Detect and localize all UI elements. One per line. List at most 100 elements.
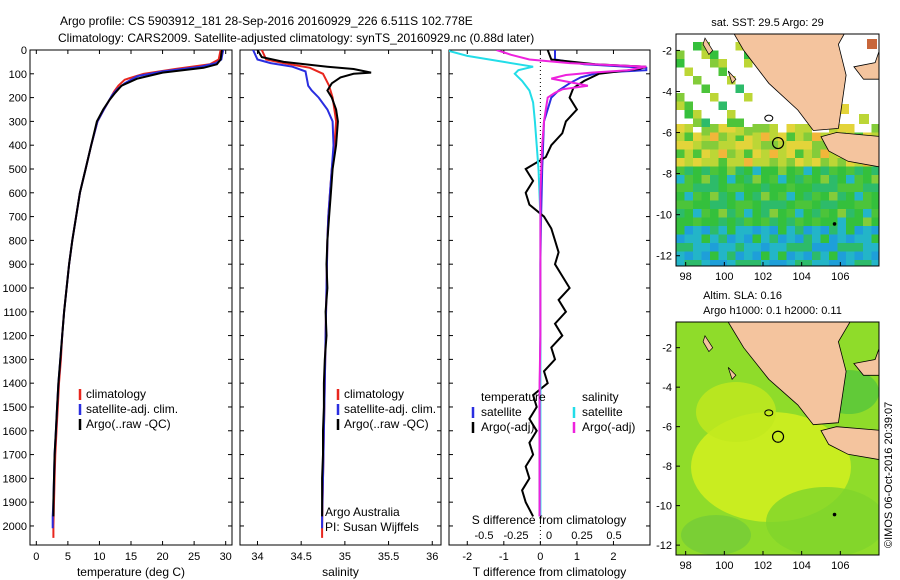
sst-pixel (701, 217, 710, 226)
sst-pixel (812, 243, 821, 252)
sst-pixel (820, 166, 829, 175)
sst-pixel (693, 234, 702, 243)
sst-pixel (676, 50, 685, 59)
sst-pixel (829, 166, 838, 175)
sst-pixel (859, 114, 869, 124)
sst-pixel (727, 110, 736, 119)
sst-pixel (803, 226, 812, 235)
sst-pixel (778, 234, 787, 243)
sst-pixel (803, 251, 812, 260)
sst-pixel (727, 183, 736, 192)
sst-pixel (710, 192, 719, 201)
sst-pixel (837, 217, 846, 226)
land-christmas-island (832, 222, 837, 226)
land-java (820, 132, 879, 168)
sst-pixel (786, 192, 795, 201)
sst-pixel (837, 226, 846, 235)
sst-pixel (684, 234, 693, 243)
sst-pixel (812, 175, 821, 184)
sst-pixel (829, 192, 838, 201)
sst-pixel (676, 132, 685, 141)
sst-pixel (744, 209, 753, 218)
sst-pixel (752, 149, 761, 158)
sst-pixel (795, 192, 804, 201)
sst-pixel (718, 124, 727, 133)
sst-pixel (710, 183, 719, 192)
y-tick-label: -4 (662, 86, 672, 98)
x-tick-label: 106 (831, 560, 849, 572)
series-line-3 (496, 50, 647, 517)
sst-pixel (795, 200, 804, 209)
sst-pixel (761, 175, 770, 184)
sst-pixel (871, 251, 879, 260)
sst-pixel (837, 183, 846, 192)
sst-pixel (829, 158, 838, 167)
x-axis-label: salinity (322, 565, 359, 579)
sst-pixel (693, 76, 702, 85)
y-tick-label: 1700 (3, 450, 27, 462)
sst-pixel (752, 192, 761, 201)
annotation-argo-australia: Argo Australia (325, 505, 400, 519)
sst-pixel (863, 192, 872, 201)
y-tick-label: -6 (662, 128, 672, 140)
sst-pixel (684, 251, 693, 260)
sst-pixel (710, 93, 719, 102)
sst-pixel (684, 149, 693, 158)
sst-pixel (778, 175, 787, 184)
sst-pixel (803, 175, 812, 184)
sst-pixel (778, 226, 787, 235)
sst-pixel (727, 226, 736, 235)
sst-pixel (854, 226, 863, 235)
y-tick-label: 1300 (3, 354, 27, 366)
sst-pixel (769, 175, 778, 184)
top-tick-label: -0.5 (475, 530, 494, 542)
sst-pixel (854, 260, 863, 266)
plot-frame (29, 49, 233, 546)
sst-pixel (718, 217, 727, 226)
sst-pixel (718, 192, 727, 201)
header-line-2: Climatology: CARS2009. Satellite-adjuste… (58, 31, 534, 45)
sst-pixel (744, 141, 753, 150)
sst-pixel (693, 166, 702, 175)
profile-plots: 0100200300400500600700800900100011001200… (3, 45, 651, 579)
x-tick-label: 106 (831, 271, 849, 283)
sst-pixel (854, 192, 863, 201)
sst-pixel (718, 260, 727, 266)
sst-pixel (863, 226, 872, 235)
sst-pixel (846, 175, 855, 184)
sst-pixel (846, 192, 855, 201)
map-content (676, 322, 879, 555)
x-tick-label: 0 (537, 551, 543, 563)
sst-pixel (735, 217, 744, 226)
sst-pixel (871, 243, 879, 252)
legend-title-salinity: salinity (582, 390, 619, 404)
sst-pixel (769, 200, 778, 209)
sst-pixel (727, 141, 736, 150)
sst-pixel (761, 132, 770, 141)
sst-pixel (786, 166, 795, 175)
sst-pixel (718, 101, 727, 110)
x-tick-label: -1 (499, 551, 509, 563)
sst-pixel (735, 209, 744, 218)
land-siberut (702, 37, 714, 56)
sst-pixel (769, 209, 778, 218)
map-frame (675, 33, 880, 267)
x-tick-label: 104 (792, 271, 810, 283)
sst-pixel (778, 192, 787, 201)
sst-pixel (684, 158, 693, 167)
sst-pixel (803, 141, 812, 150)
sst-pixel (710, 243, 719, 252)
sst-pixel (812, 209, 821, 218)
x-tick-label: 35.5 (378, 551, 399, 563)
sst-pixel (710, 132, 719, 141)
sst-pixel (727, 175, 736, 184)
y-tick-label: 100 (9, 69, 27, 81)
argo-location-marker (771, 136, 785, 150)
y-tick-label: 1000 (3, 283, 27, 295)
sst-pixel (684, 110, 693, 119)
map-subtitle: Argo h1000: 0.1 h2000: 0.11 (703, 305, 842, 317)
sst-pixel (744, 183, 753, 192)
y-tick-label: -8 (662, 169, 672, 181)
sst-pixel (846, 217, 855, 226)
x-tick-label: 102 (754, 271, 772, 283)
